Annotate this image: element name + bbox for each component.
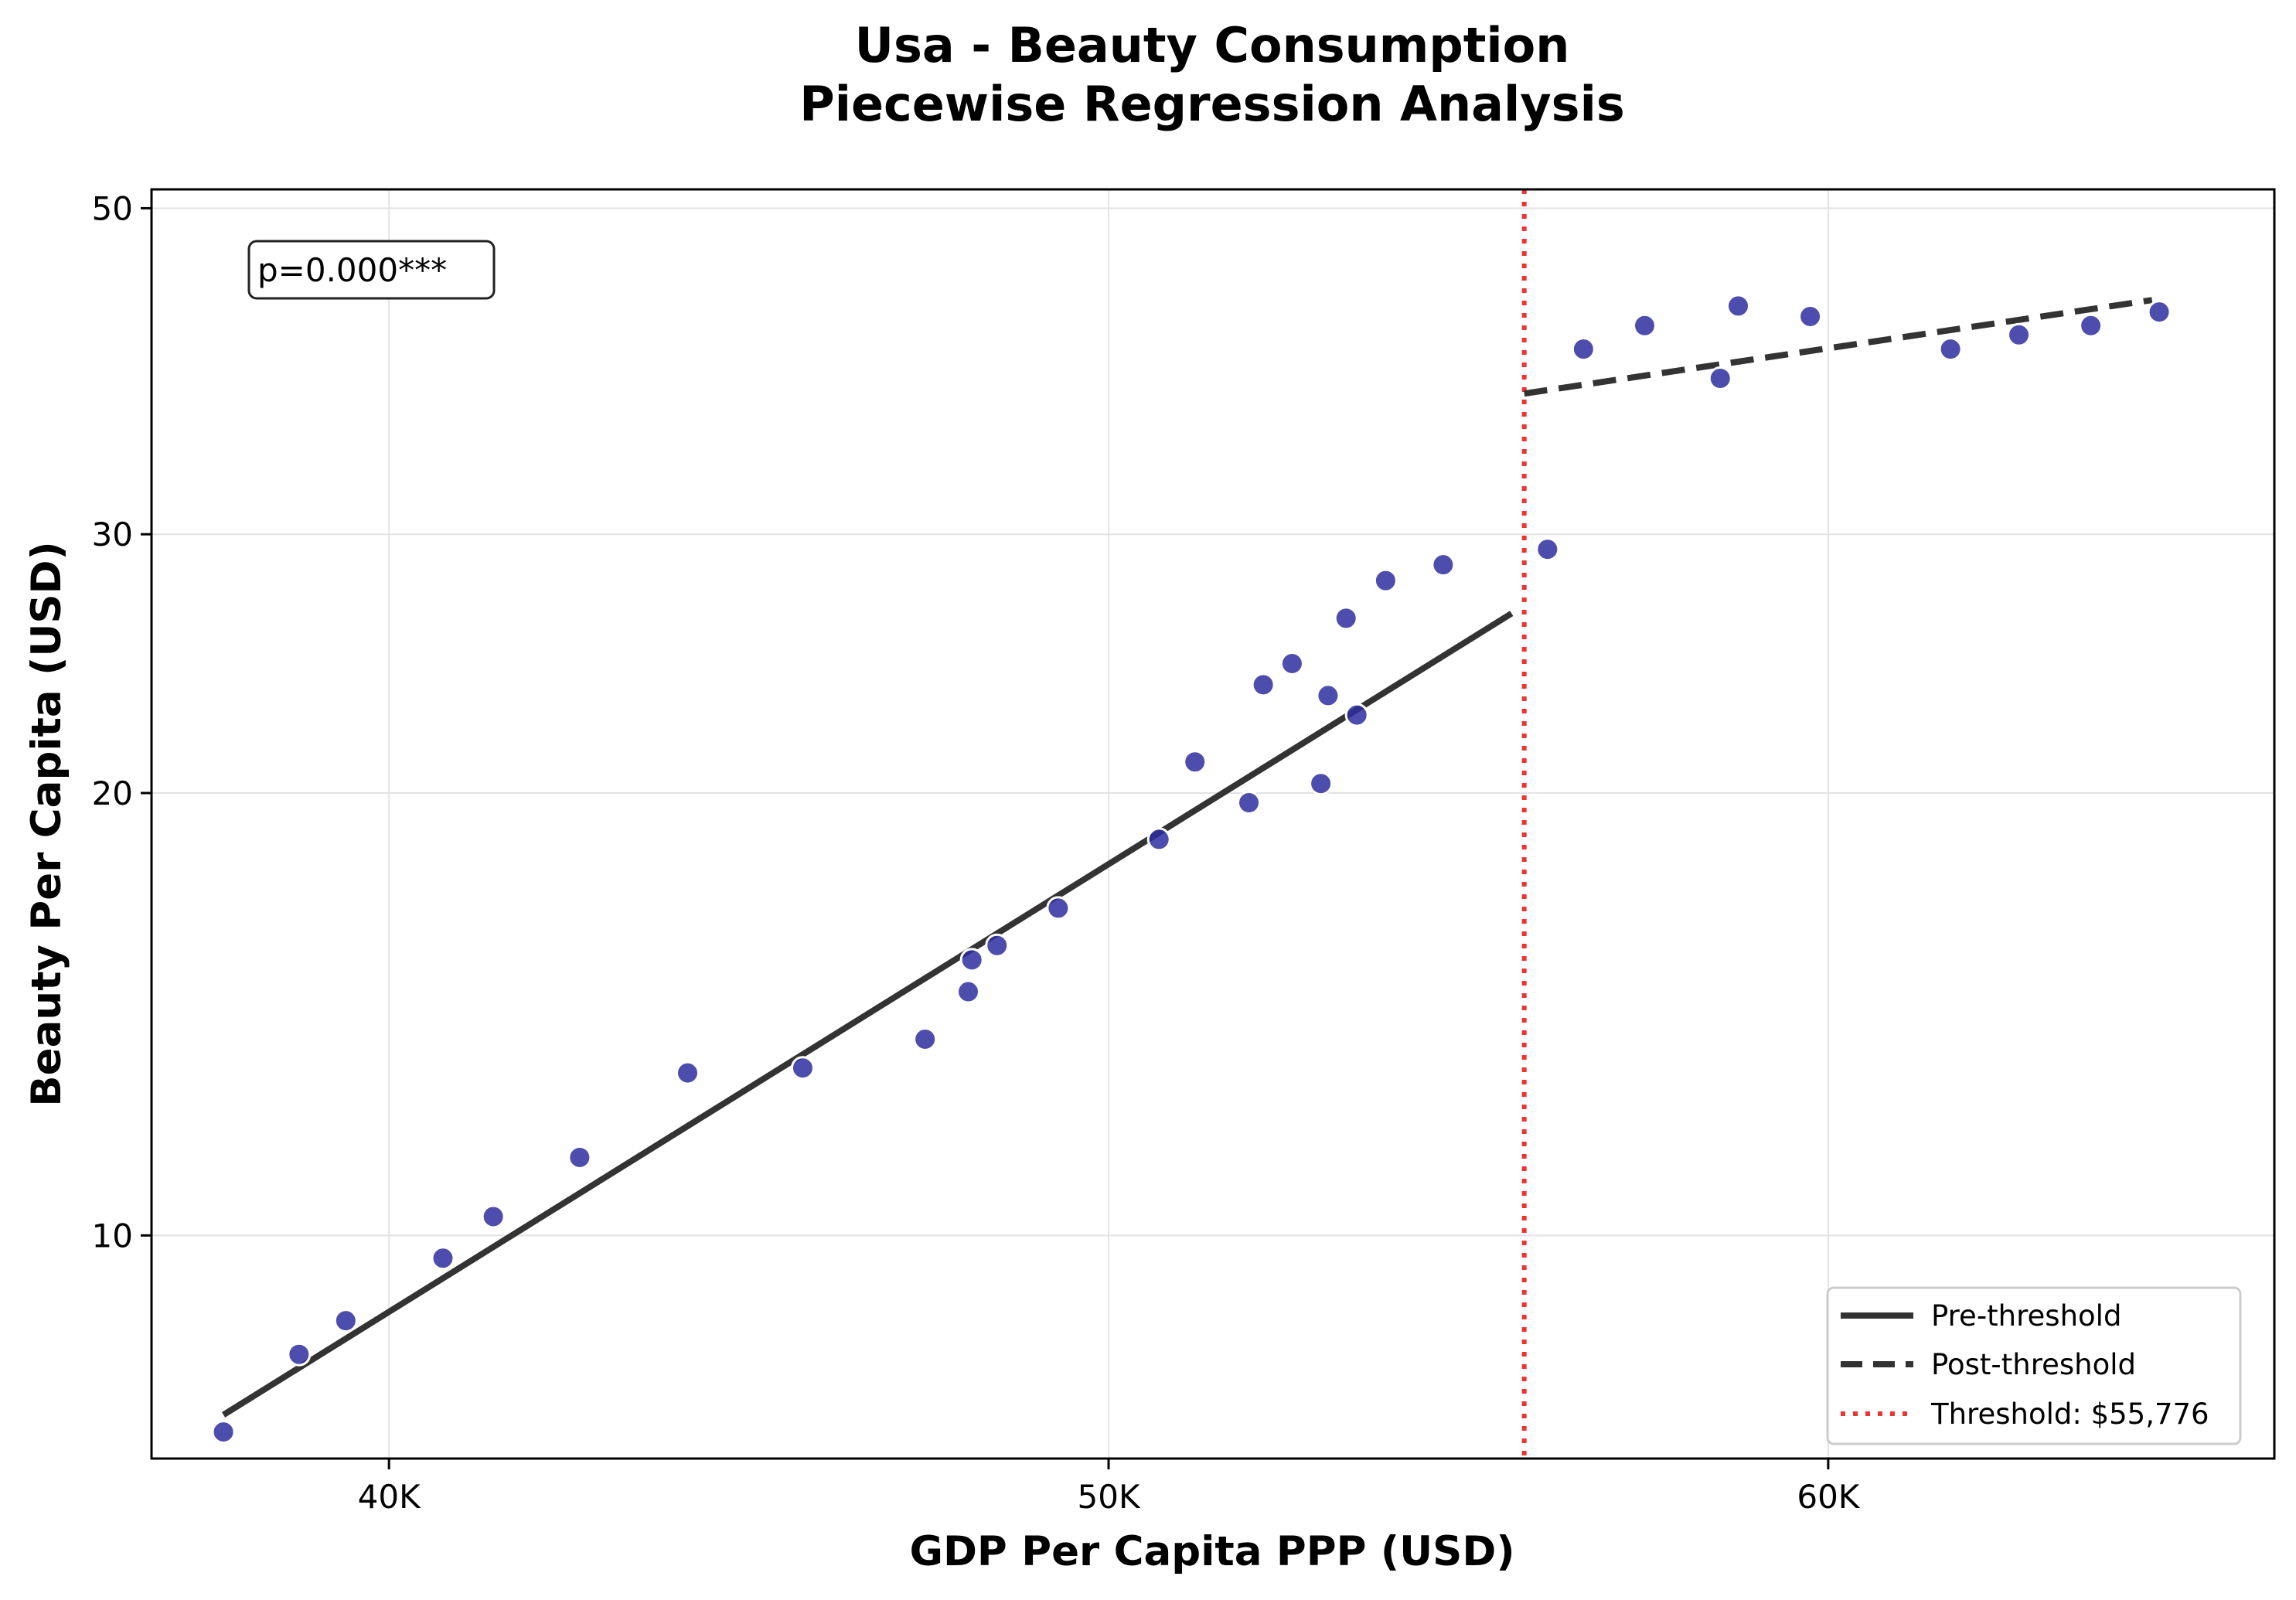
pre-threshold-line: [221, 611, 1514, 1418]
data-point: [2079, 313, 2104, 338]
data-point: [2147, 300, 2172, 325]
annotation-text: p=0.000***: [257, 251, 447, 289]
data-point: [790, 1056, 815, 1081]
data-point: [1334, 606, 1358, 631]
x-tick-label: 60K: [1797, 1478, 1860, 1516]
post-threshold-line: [1524, 297, 2153, 397]
fit-lines: [221, 297, 2153, 1418]
x-axis-ticks: 40K 50K 60K: [358, 1459, 1861, 1516]
plot-frame: [150, 188, 2276, 1460]
data-point: [1309, 771, 1334, 796]
legend: Pre-threshold Post-threshold Threshold: …: [1826, 1286, 2242, 1445]
data-point: [1798, 304, 1823, 329]
data-point: [1726, 294, 1751, 318]
data-point: [1146, 827, 1171, 852]
data-point: [567, 1145, 592, 1169]
data-point: [333, 1309, 358, 1333]
data-point: [959, 948, 984, 972]
chart-subtitle: Piecewise Regression Analysis: [799, 76, 1624, 132]
annotation-box: [247, 240, 496, 300]
data-point: [211, 1420, 236, 1445]
p-value-annotation: p=0.000***: [247, 240, 496, 300]
data-point: [1251, 672, 1276, 697]
data-point: [1237, 790, 1262, 815]
data-point: [2007, 322, 2032, 347]
y-tick-label: 50: [92, 189, 133, 227]
data-point: [985, 933, 1010, 958]
data-point: [1633, 313, 1657, 338]
data-point: [913, 1026, 938, 1051]
data-point: [1708, 366, 1732, 391]
y-tick-label: 30: [92, 516, 133, 553]
data-point: [1938, 337, 1963, 362]
x-tick-label: 40K: [358, 1478, 421, 1516]
data-point: [1535, 537, 1560, 562]
data-point: [287, 1342, 312, 1367]
y-axis-ticks: 10 20 30 50: [92, 189, 152, 1254]
data-point: [1046, 896, 1071, 921]
data-point: [1344, 703, 1369, 727]
data-point: [481, 1204, 506, 1229]
data-point: [1373, 568, 1398, 593]
data-point: [956, 979, 981, 1004]
y-axis-label: Beauty Per Capita (USD): [23, 541, 70, 1107]
data-point: [431, 1246, 455, 1271]
x-tick-label: 50K: [1078, 1478, 1141, 1516]
scatter-points: [211, 294, 2172, 1445]
x-axis-label: GDP Per Capita PPP (USD): [909, 1528, 1514, 1575]
data-point: [1316, 683, 1340, 708]
y-tick-label: 10: [92, 1217, 133, 1254]
legend-label-post-threshold: Post-threshold: [1931, 1348, 2136, 1381]
legend-label-pre-threshold: Pre-threshold: [1931, 1299, 2121, 1333]
data-point: [1279, 651, 1304, 676]
grid: [152, 189, 2274, 1459]
y-tick-label: 20: [92, 774, 133, 812]
data-point: [675, 1060, 700, 1085]
data-point: [1431, 553, 1456, 577]
legend-label-threshold: Threshold: $55,776: [1930, 1397, 2209, 1431]
data-point: [1571, 337, 1596, 362]
data-point: [1183, 750, 1208, 774]
legend-box: [1826, 1286, 2242, 1445]
chart-title: Usa - Beauty Consumption: [855, 17, 1570, 73]
